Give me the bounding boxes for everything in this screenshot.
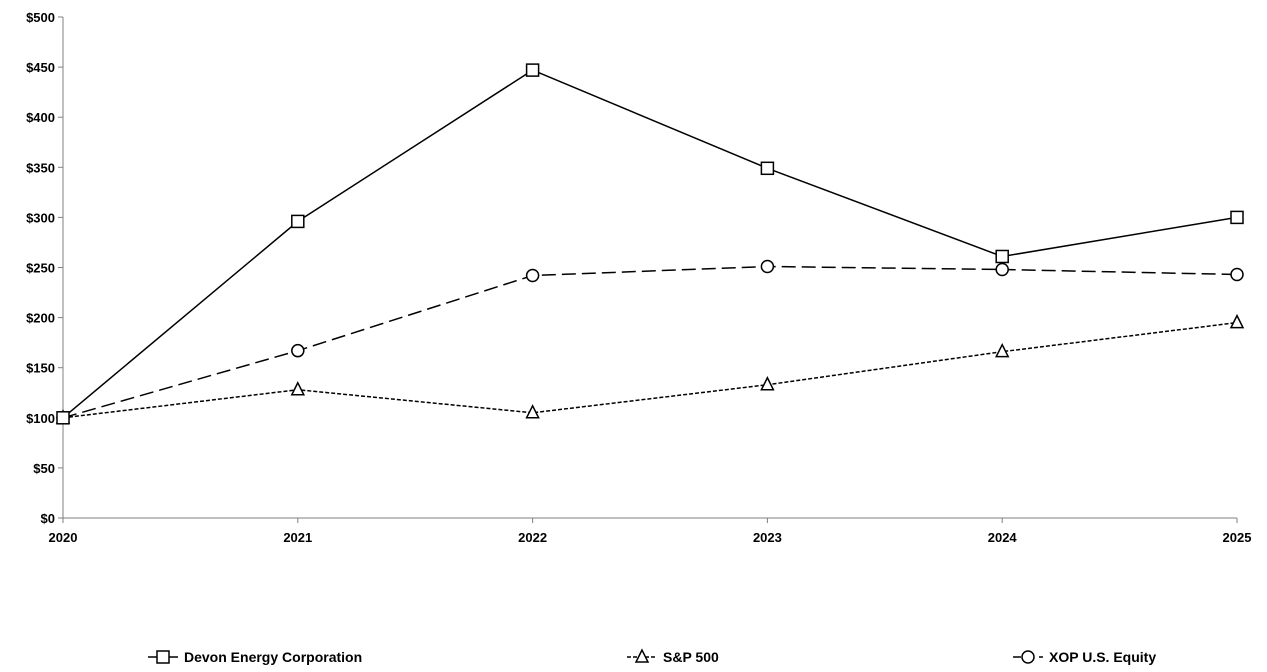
data-point-square xyxy=(525,63,540,77)
y-tick-label: $450 xyxy=(26,60,55,75)
data-point-triangle xyxy=(1229,313,1245,329)
data-point-square xyxy=(291,214,305,229)
data-point-triangle xyxy=(525,404,540,419)
axes: $0 $50 $100 $150 $200 $250 $300 $350 $400 $450 $50… xyxy=(26,10,1251,545)
legend-item: XOP U.S. Equity xyxy=(1013,649,1156,665)
x-tick-label: 2024 xyxy=(988,530,1018,545)
x-tick-label: 2025 xyxy=(1223,530,1252,545)
y-tick-label: $200 xyxy=(26,311,55,326)
legend-item: Devon Energy Corporation xyxy=(148,649,362,665)
series-line-triangle xyxy=(62,321,1238,419)
data-point-circle xyxy=(525,268,540,283)
legend: Devon Energy Corporation S&P 500 XOP U.S. … xyxy=(148,648,1156,665)
data-point-circle xyxy=(1230,267,1244,282)
x-tick-label: 2022 xyxy=(518,530,547,545)
y-tick-label: $400 xyxy=(26,110,55,125)
series-line-square xyxy=(62,69,1238,419)
y-tick-label: $350 xyxy=(26,160,55,175)
data-point-square xyxy=(56,411,70,425)
legend-marker-square xyxy=(156,650,170,664)
data-point-circle xyxy=(760,259,775,274)
data-point-triangle xyxy=(994,342,1010,358)
legend-item: S&P 500 xyxy=(627,648,719,665)
data-point-square xyxy=(995,249,1009,264)
data-point-triangle xyxy=(290,381,306,396)
series-lines xyxy=(62,69,1238,419)
data-point-square xyxy=(760,161,775,176)
y-tick-label: $100 xyxy=(26,411,55,426)
data-point-triangle xyxy=(760,376,775,391)
legend-label: S&P 500 xyxy=(663,649,719,665)
x-tick-label: 2020 xyxy=(49,530,78,545)
y-tick-label: $150 xyxy=(26,361,55,376)
legend-marker-circle xyxy=(1021,650,1035,664)
series-line-circle xyxy=(62,265,1238,419)
data-point-square xyxy=(1230,210,1244,225)
data-point-circle xyxy=(995,262,1009,277)
legend-marker-triangle xyxy=(634,648,650,663)
y-tick-label: $300 xyxy=(26,210,55,225)
y-tick-label: $500 xyxy=(26,10,55,25)
data-point-circle xyxy=(291,343,305,358)
y-tick-label: $50 xyxy=(33,461,55,476)
x-tick-label: 2021 xyxy=(283,530,312,545)
legend-label: Devon Energy Corporation xyxy=(184,649,362,665)
y-tick-label: $250 xyxy=(26,261,55,276)
series-markers xyxy=(55,63,1245,425)
legend-label: XOP U.S. Equity xyxy=(1049,649,1156,665)
y-tick-label: $0 xyxy=(41,511,55,526)
x-tick-label: 2023 xyxy=(753,530,782,545)
